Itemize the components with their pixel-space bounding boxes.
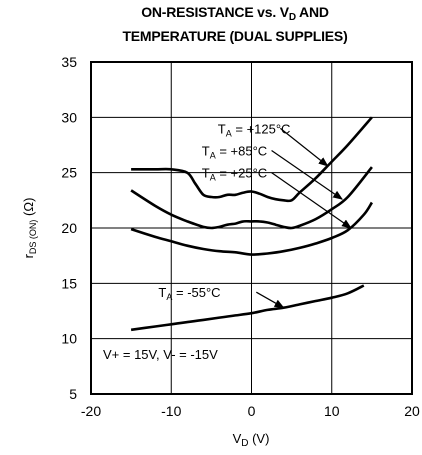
tick-labels: -20 -10 0 10 20 5 10 15 20 25 30 35	[61, 54, 420, 419]
x-axis-label: VD (V)	[233, 431, 270, 449]
series-line-85c	[130, 166, 373, 230]
series-label-25c: TA = +25°C	[202, 166, 267, 183]
x-tick-label: -10	[161, 403, 181, 419]
series-line-minus55c	[130, 284, 365, 332]
x-tick-label: 0	[248, 403, 256, 419]
series-label-minus55c: TA = -55°C	[158, 285, 220, 302]
series-line-25c	[130, 201, 374, 256]
supply-annotation: V+ = 15V, V- = -15V	[103, 347, 218, 362]
label-arrow	[256, 291, 285, 309]
x-tick-label: 20	[404, 403, 420, 419]
y-tick-label: 10	[61, 331, 77, 347]
label-arrow	[280, 127, 329, 167]
y-tick-label: 30	[61, 109, 77, 125]
series-label-125c: TA = +125°C	[218, 121, 291, 138]
label-arrow	[271, 150, 344, 200]
chart-title-line2: TEMPERATURE (DUAL SUPPLIES)	[122, 28, 348, 44]
label-arrows	[256, 127, 352, 309]
y-tick-label: 15	[61, 275, 77, 291]
label-arrow	[271, 172, 352, 229]
grid-lines	[91, 62, 412, 394]
plot-frame	[90, 61, 413, 395]
chart-title-line1: ON-RESISTANCE vs. VD AND	[141, 4, 329, 23]
y-tick-label: 5	[69, 386, 77, 402]
y-tick-label: 25	[61, 165, 77, 181]
y-tick-label: 35	[61, 54, 77, 70]
y-axis-label: rDS (ON) (Ω)	[21, 198, 38, 259]
series-line-125c	[131, 116, 373, 203]
y-tick-label: 20	[61, 220, 77, 236]
series-lines	[130, 116, 374, 332]
series-label-85c: TA = +85°C	[202, 144, 267, 161]
x-tick-label: 10	[324, 403, 340, 419]
series-labels: TA = +125°C TA = +85°C TA = +25°C TA = -55°…	[158, 121, 290, 302]
x-tick-label: -20	[81, 403, 101, 419]
